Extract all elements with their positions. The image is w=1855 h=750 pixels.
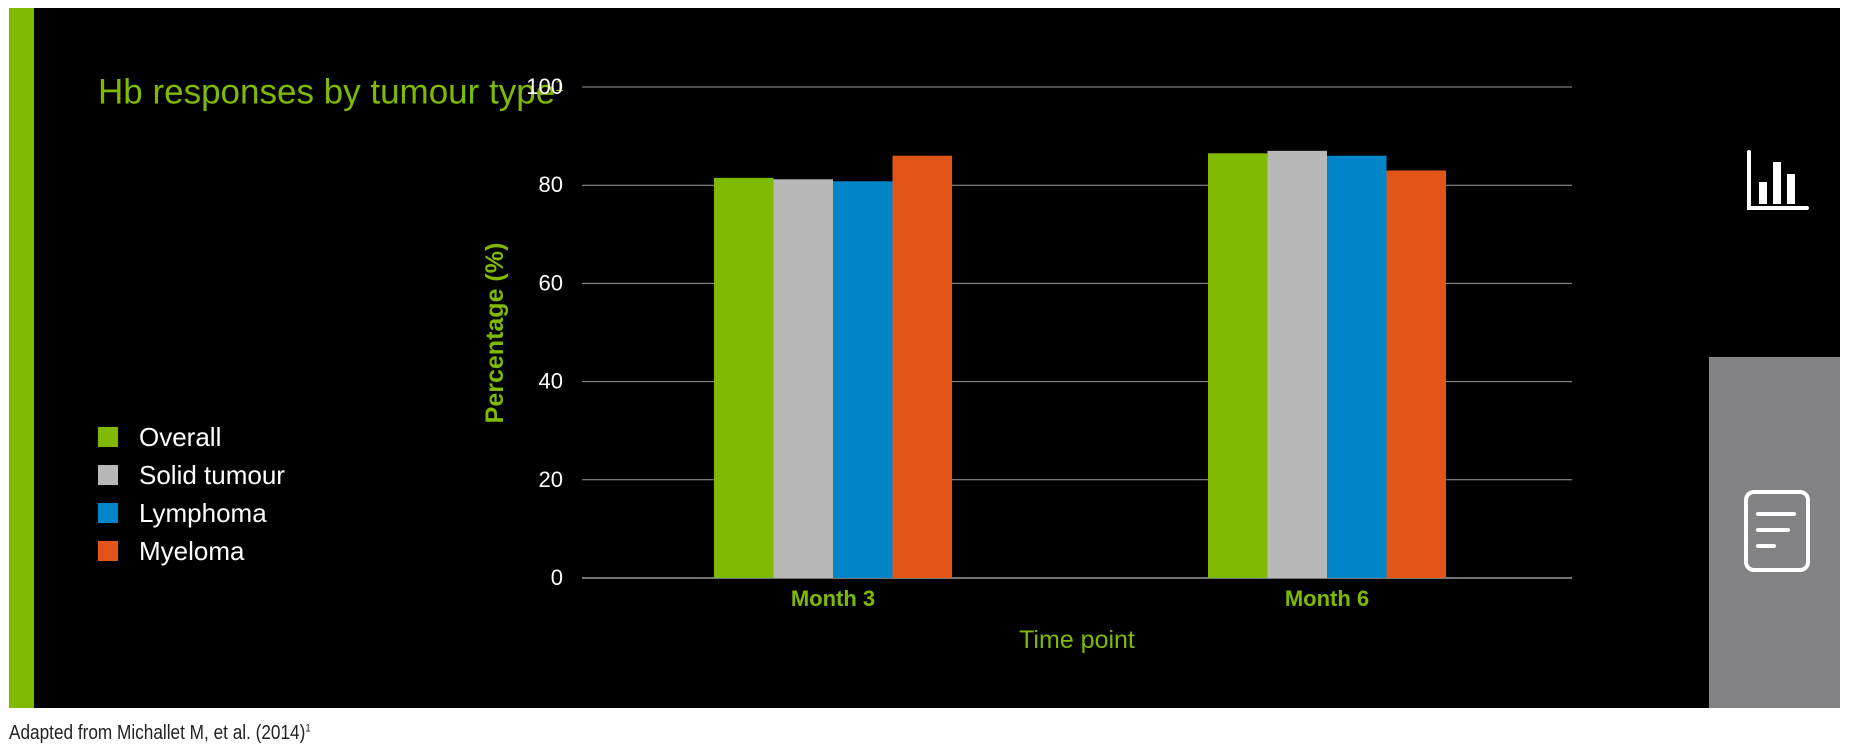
y-tick-label: 0 — [551, 565, 563, 590]
legend-label: Solid tumour — [139, 459, 285, 490]
x-axis-title: Time point — [1019, 626, 1135, 654]
bar — [1386, 170, 1446, 578]
legend: Overall Solid tumour Lymphoma Myeloma — [98, 418, 285, 570]
legend-swatch — [98, 541, 118, 561]
footnote-reference-marker: 1 — [305, 722, 311, 735]
legend-item: Solid tumour — [98, 456, 285, 494]
bar — [833, 181, 893, 578]
bar-chart-icon — [1747, 150, 1809, 210]
y-tick-label: 100 — [526, 74, 563, 99]
bar — [714, 177, 774, 578]
legend-item: Lymphoma — [98, 494, 285, 532]
y-tick-label: 20 — [539, 467, 563, 492]
legend-item: Overall — [98, 418, 285, 456]
chart-title-text: Hb responses by tumour type — [98, 72, 556, 112]
chart-panel: Hb responses by tumour type1 Overall Soli… — [9, 8, 1840, 708]
bar — [1208, 153, 1268, 578]
legend-label: Overall — [139, 421, 222, 452]
footnote-text: Adapted from Michallet M, et al. (2014) — [9, 722, 306, 744]
bar-chart: 0 20 40 60 80 100 Month 3 Month 6 Time point Perc… — [481, 74, 1572, 654]
legend-item: Myeloma — [98, 532, 285, 570]
bar — [1267, 150, 1327, 578]
references-tab[interactable] — [1709, 357, 1840, 708]
bar — [773, 179, 833, 579]
legend-label: Lymphoma — [139, 497, 267, 528]
y-tick-label: 60 — [539, 270, 563, 295]
legend-swatch — [98, 503, 118, 523]
source-footnote: Adapted from Michallet M, et al. (2014)1 — [9, 722, 311, 745]
y-axis-title: Percentage (%) — [481, 243, 509, 424]
chart-title: Hb responses by tumour type1 — [98, 66, 564, 114]
y-tick-label: 80 — [539, 172, 563, 197]
accent-bar — [9, 8, 34, 708]
bar — [1327, 155, 1387, 579]
x-tick-label: Month 6 — [1285, 586, 1369, 611]
legend-swatch — [98, 427, 118, 447]
y-tick-label: 40 — [539, 369, 563, 394]
legend-swatch — [98, 465, 118, 485]
chart-view-tab[interactable] — [1709, 8, 1840, 357]
title-reference-marker: 1 — [555, 78, 565, 95]
x-tick-label: Month 3 — [791, 586, 875, 611]
legend-label: Myeloma — [139, 535, 245, 566]
document-icon — [1744, 490, 1810, 572]
bar — [892, 155, 952, 579]
